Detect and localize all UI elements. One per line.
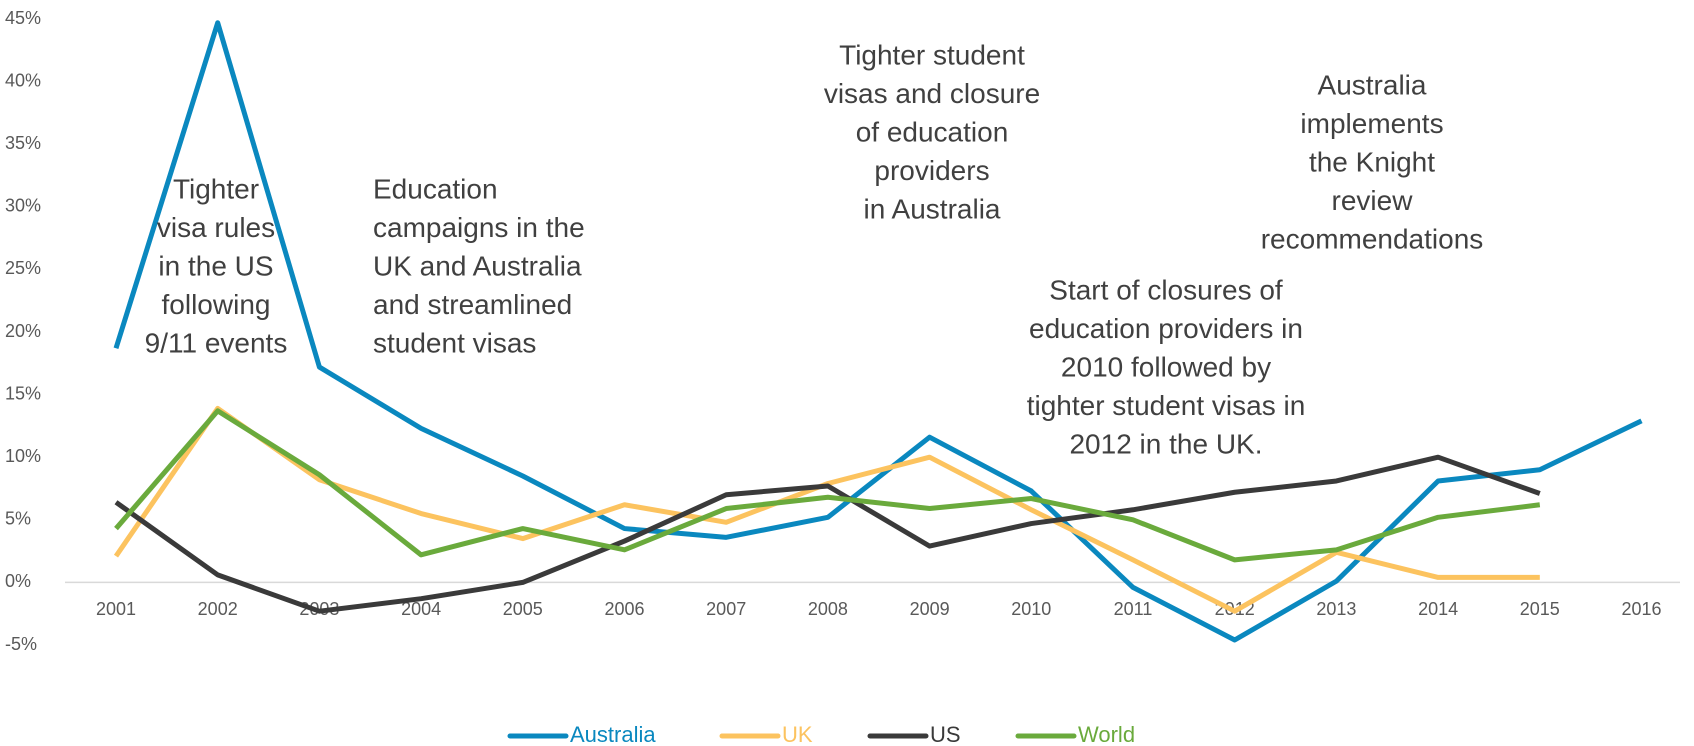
- x-tick-label: 2011: [1114, 599, 1153, 619]
- annotation: in the US: [158, 250, 273, 281]
- annotation: Tighter: [173, 173, 259, 204]
- annotation: Education: [373, 173, 498, 204]
- annotation: implements: [1300, 108, 1443, 139]
- x-tick-label: 2015: [1520, 599, 1560, 619]
- legend-label: World: [1078, 722, 1135, 746]
- x-tick-label: 2014: [1418, 599, 1458, 619]
- x-tick-label: 2002: [198, 599, 238, 619]
- annotation: campaigns in the: [373, 212, 585, 243]
- annotation: tighter student visas in: [1027, 390, 1306, 421]
- y-tick-label: 35%: [5, 133, 41, 153]
- series-line: [114, 408, 1541, 563]
- legend-label: UK: [782, 722, 813, 746]
- legend-label: Australia: [570, 722, 656, 746]
- y-tick-label: 30%: [5, 196, 41, 216]
- y-tick-label: 45%: [5, 8, 41, 28]
- annotation: 2012 in the UK.: [1069, 428, 1262, 459]
- y-tick-label: 5%: [5, 509, 31, 529]
- annotation: 9/11 events: [145, 327, 288, 358]
- annotation: 2010 followed by: [1061, 351, 1271, 382]
- annotation: providers: [874, 155, 989, 186]
- annotation: UK and Australia: [373, 250, 582, 281]
- x-tick-label: 2008: [808, 599, 848, 619]
- annotation: Australia: [1318, 69, 1427, 100]
- annotation: in Australia: [864, 193, 1001, 224]
- annotation: visas and closure: [824, 78, 1040, 109]
- annotation: Start of closures of: [1049, 274, 1283, 305]
- x-tick-label: 2005: [503, 599, 543, 619]
- annotation: the Knight: [1309, 146, 1435, 177]
- annotation: of education: [856, 116, 1009, 147]
- annotation: education providers in: [1029, 313, 1303, 344]
- x-tick-label: 2007: [706, 599, 746, 619]
- y-tick-label: 0%: [5, 571, 31, 591]
- series-line: [114, 454, 1541, 614]
- annotation: student visas: [373, 327, 536, 358]
- x-tick-label: 2010: [1011, 599, 1051, 619]
- x-tick-label: 2004: [401, 599, 441, 619]
- x-tick-label: 2001: [96, 599, 136, 619]
- y-tick-label: 10%: [5, 446, 41, 466]
- y-tick-label: 25%: [5, 258, 41, 278]
- annotation: and streamlined: [373, 289, 572, 320]
- y-tick-label: 15%: [5, 383, 41, 403]
- x-tick-label: 2009: [910, 599, 950, 619]
- annotation: Tighter student: [839, 39, 1025, 70]
- y-tick-label: -5%: [5, 634, 37, 654]
- legend-label: US: [930, 722, 961, 746]
- y-tick-label: 40%: [5, 70, 41, 90]
- x-tick-label: 2013: [1316, 599, 1356, 619]
- x-tick-label: 2016: [1621, 599, 1661, 619]
- annotation: visa rules: [157, 212, 275, 243]
- annotation: following: [162, 289, 271, 320]
- x-tick-label: 2006: [604, 599, 644, 619]
- y-tick-label: 20%: [5, 321, 41, 341]
- series-line: [113, 405, 1540, 614]
- annotation: recommendations: [1261, 223, 1484, 254]
- annotation: review: [1332, 185, 1414, 216]
